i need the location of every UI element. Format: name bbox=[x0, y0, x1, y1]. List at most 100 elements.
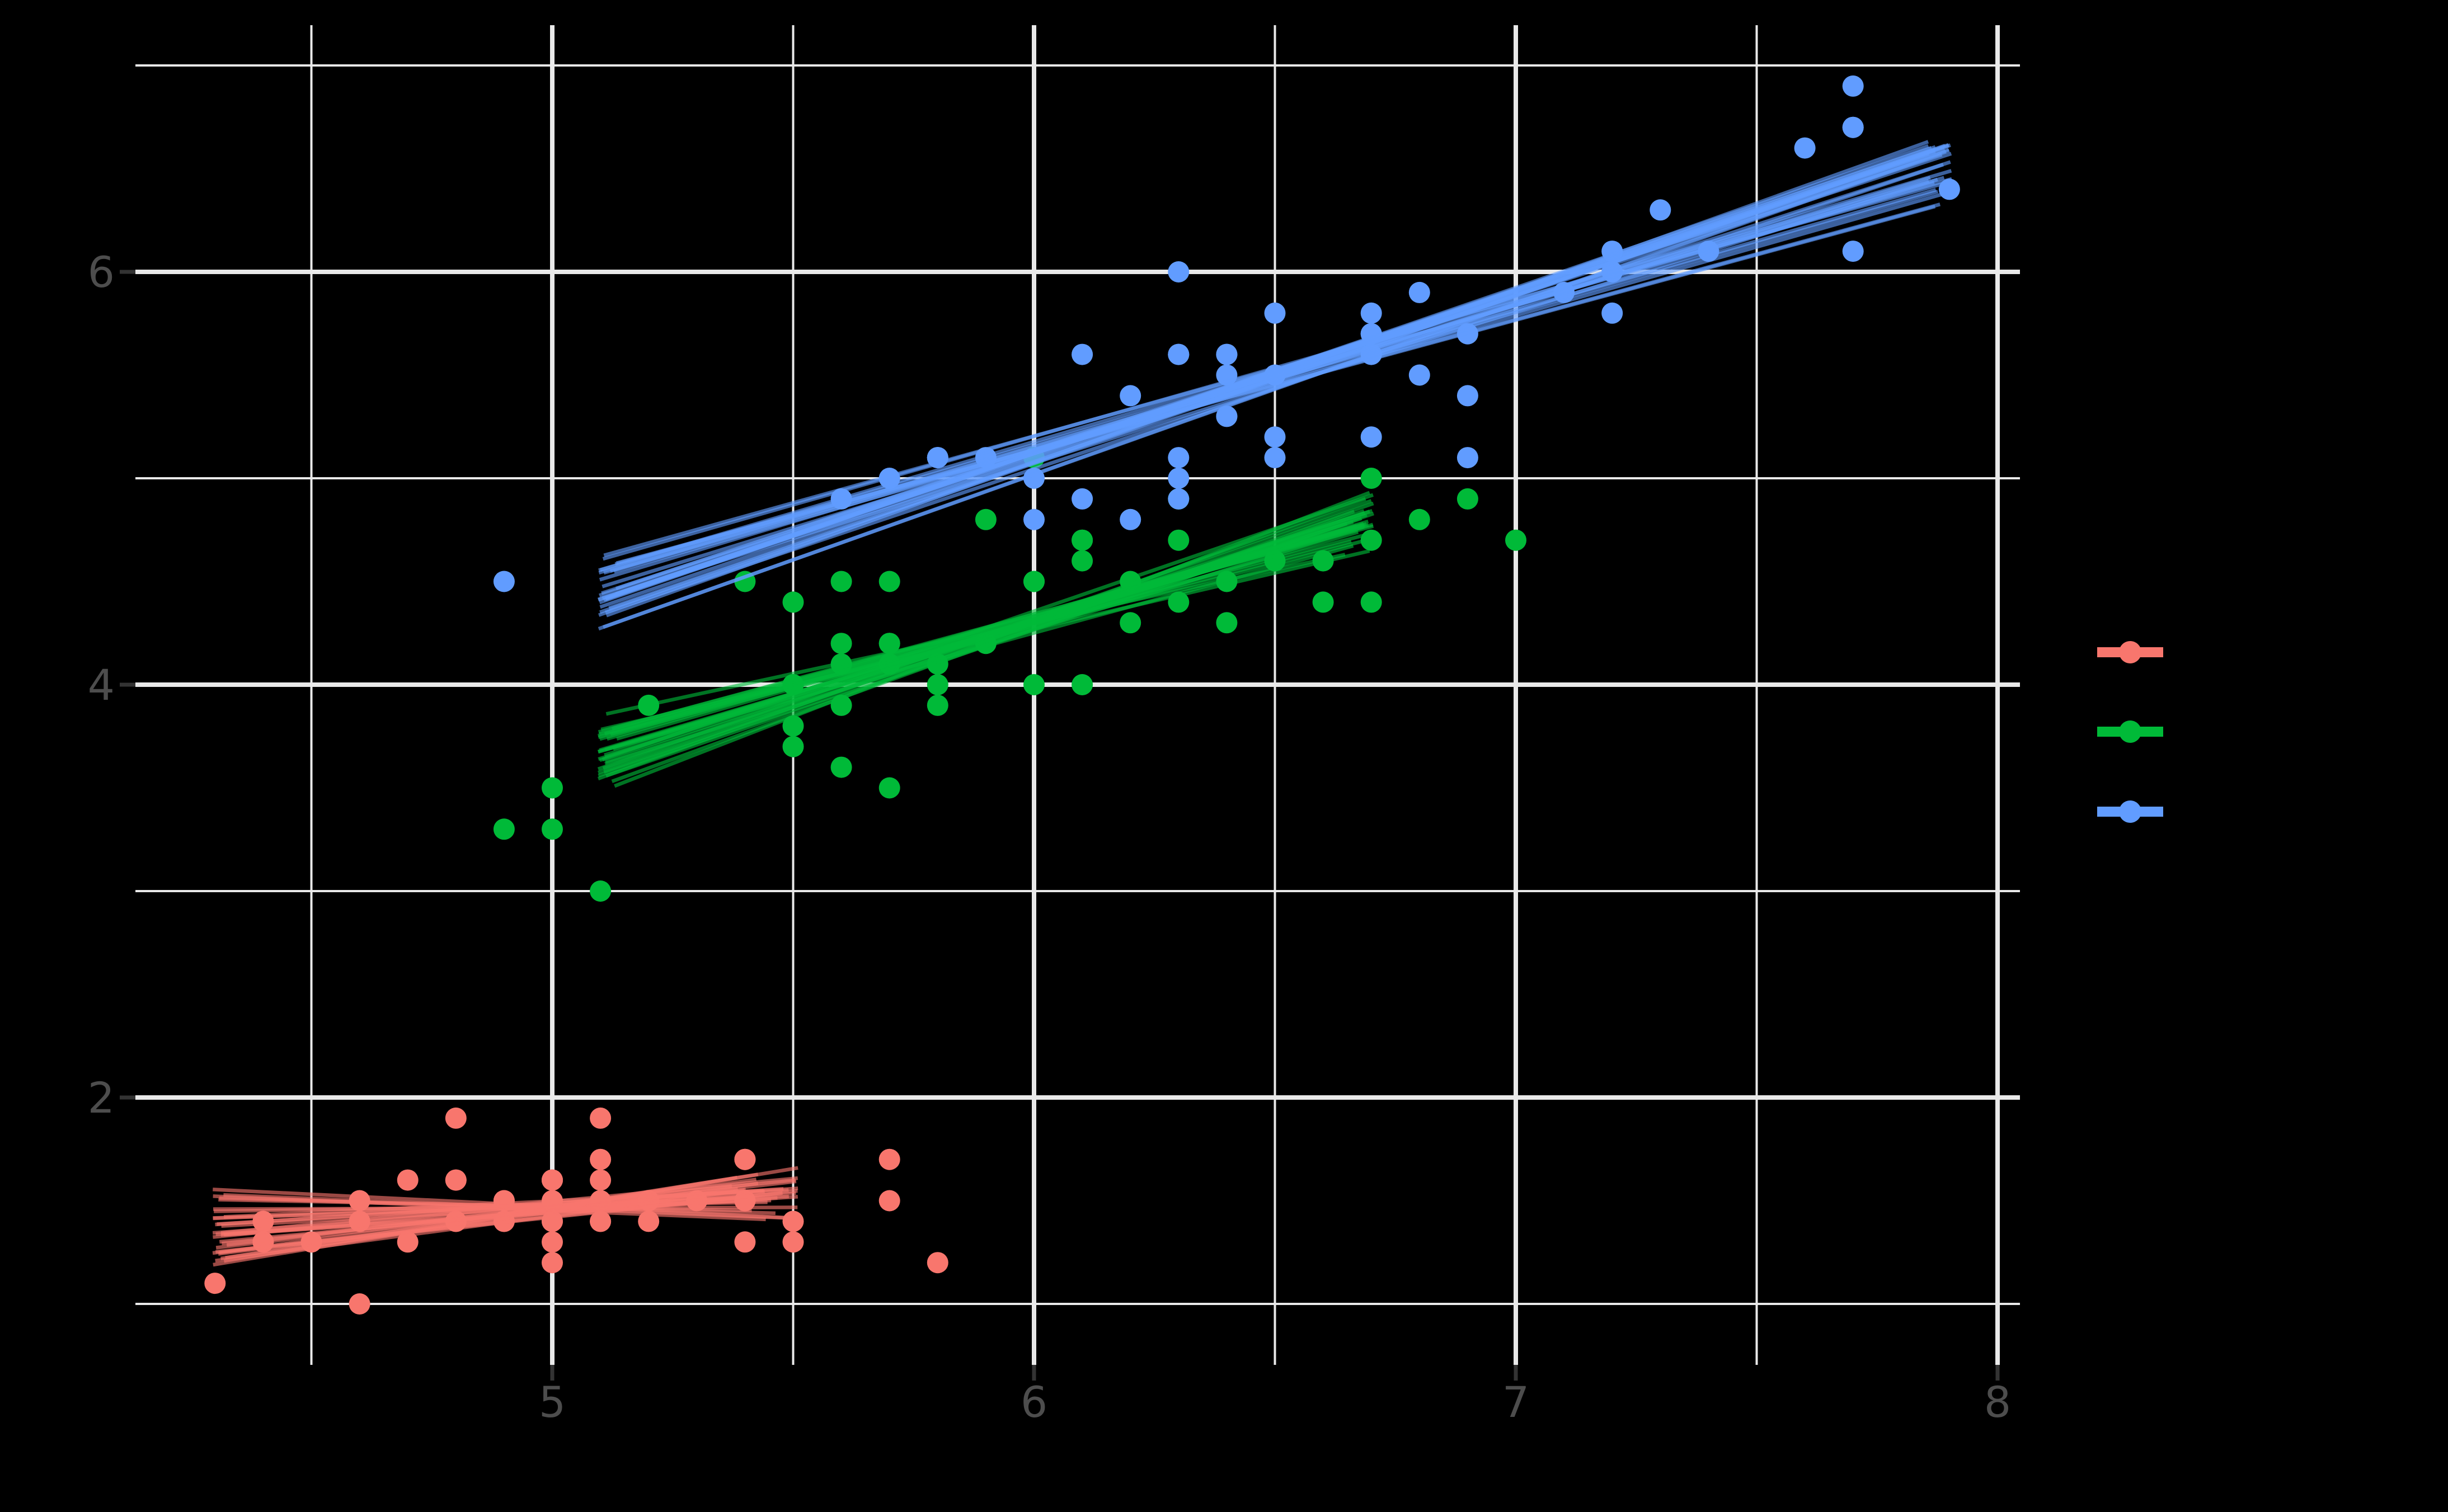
axes-layer: 5 6 7 8 2 4 6 bbox=[88, 247, 2012, 1427]
data-point-group_blue bbox=[1408, 281, 1430, 303]
data-point-group_blue bbox=[493, 571, 515, 592]
data-point-group_blue bbox=[1120, 385, 1141, 407]
data-point-group_red bbox=[782, 1210, 804, 1232]
data-point-group_red bbox=[878, 1190, 900, 1212]
fit-line-group_blue bbox=[609, 180, 1935, 573]
data-point-group_green bbox=[1408, 508, 1430, 530]
y-axis-tick-label: 6 bbox=[88, 247, 115, 297]
fit-lines-layer bbox=[212, 140, 1953, 1267]
data-point-group_red bbox=[782, 1231, 804, 1253]
data-point-group_blue bbox=[1456, 385, 1478, 407]
data-point-group_green bbox=[782, 591, 804, 613]
data-point-group_blue bbox=[1168, 343, 1190, 365]
data-point-group_blue bbox=[1216, 406, 1238, 427]
x-axis-tick-label: 7 bbox=[1502, 1377, 1529, 1427]
data-point-group_blue bbox=[1168, 468, 1190, 489]
data-point-group_red bbox=[878, 1148, 900, 1170]
data-point-group_green bbox=[830, 756, 852, 778]
data-point-group_blue bbox=[1168, 447, 1190, 469]
fit-line-group_green bbox=[598, 516, 1362, 778]
data-point-group_blue bbox=[1842, 75, 1864, 97]
data-point-group_blue bbox=[1842, 116, 1864, 138]
data-point-group_green bbox=[1168, 529, 1190, 551]
data-point-group_green bbox=[1216, 612, 1238, 634]
data-point-group_blue bbox=[1601, 302, 1623, 324]
data-point-group_green bbox=[1072, 529, 1093, 551]
data-point-group_blue bbox=[1360, 302, 1382, 324]
data-point-group_green bbox=[1505, 529, 1526, 551]
data-point-group_red bbox=[590, 1107, 612, 1129]
data-point-group_red bbox=[204, 1273, 226, 1294]
data-point-group_red bbox=[349, 1293, 370, 1315]
data-point-group_blue bbox=[1264, 447, 1286, 469]
x-axis-tick-label: 8 bbox=[1984, 1377, 2011, 1427]
data-point-group_blue bbox=[1168, 261, 1190, 282]
data-point-group_green bbox=[927, 674, 948, 695]
x-axis-tick-label: 6 bbox=[1021, 1377, 1047, 1427]
fit-line-group_green bbox=[605, 553, 1346, 716]
data-point-group_green bbox=[1360, 468, 1382, 489]
data-point-group_green bbox=[1023, 674, 1045, 695]
data-point-group_green bbox=[1120, 612, 1141, 634]
y-axis-tick-label: 2 bbox=[88, 1073, 115, 1123]
data-point-group_green bbox=[878, 571, 900, 592]
data-point-group_red bbox=[734, 1148, 756, 1170]
data-point-group_green bbox=[878, 777, 900, 799]
fit-line-group_red bbox=[213, 1166, 798, 1267]
data-point-group_blue bbox=[1023, 508, 1045, 530]
data-point-group_green bbox=[830, 633, 852, 654]
x-axis-tick-label: 5 bbox=[539, 1377, 566, 1427]
data-point-group_blue bbox=[1264, 426, 1286, 448]
data-point-group_red bbox=[927, 1252, 948, 1274]
data-point-group_blue bbox=[1456, 447, 1478, 469]
legend-key-dot-group_blue bbox=[2119, 800, 2141, 823]
data-point-group_green bbox=[975, 508, 997, 530]
data-point-group_blue bbox=[1842, 241, 1864, 262]
data-point-group_red bbox=[542, 1169, 563, 1191]
data-point-group_red bbox=[542, 1252, 563, 1274]
fit-line-group_green bbox=[598, 511, 1366, 775]
fit-line-group_red bbox=[213, 1178, 796, 1239]
data-point-group_green bbox=[927, 694, 948, 716]
data-point-group_green bbox=[1023, 571, 1045, 592]
data-point-group_red bbox=[397, 1169, 419, 1191]
data-point-group_green bbox=[878, 633, 900, 654]
data-point-group_green bbox=[1360, 591, 1382, 613]
data-point-group_blue bbox=[1650, 199, 1671, 221]
legend-key-dot-group_green bbox=[2119, 720, 2141, 743]
data-point-group_green bbox=[1456, 488, 1478, 510]
series-points-group_green bbox=[493, 447, 1526, 902]
data-point-group_red bbox=[445, 1169, 467, 1191]
data-point-group_green bbox=[542, 818, 563, 840]
y-axis-tick-label: 4 bbox=[88, 660, 115, 710]
data-point-group_blue bbox=[1264, 302, 1286, 324]
data-point-group_blue bbox=[1794, 137, 1816, 159]
legend-key-dot-group_red bbox=[2119, 641, 2141, 663]
data-point-group_green bbox=[493, 818, 515, 840]
data-point-group_blue bbox=[1408, 364, 1430, 386]
data-point-group_red bbox=[734, 1231, 756, 1253]
data-point-group_green bbox=[782, 736, 804, 757]
fit-line-group_blue bbox=[602, 176, 1945, 561]
data-point-group_green bbox=[1072, 550, 1093, 572]
legend-key-group_green bbox=[2097, 720, 2163, 743]
data-point-group_red bbox=[590, 1210, 612, 1232]
data-point-group_green bbox=[1072, 674, 1093, 695]
data-point-group_green bbox=[830, 571, 852, 592]
data-point-group_blue bbox=[1216, 343, 1238, 365]
legend bbox=[2097, 641, 2163, 823]
data-point-group_green bbox=[590, 880, 612, 902]
fit-line-group_red bbox=[219, 1196, 776, 1216]
data-point-group_blue bbox=[1168, 488, 1190, 510]
fit-line-bundle-group_red bbox=[212, 1166, 798, 1267]
data-point-group_red bbox=[590, 1148, 612, 1170]
data-point-group_red bbox=[542, 1231, 563, 1253]
legend-key-group_blue bbox=[2097, 800, 2163, 823]
data-point-group_blue bbox=[1120, 508, 1141, 530]
data-point-group_blue bbox=[1072, 488, 1093, 510]
data-point-group_green bbox=[542, 777, 563, 799]
data-point-group_blue bbox=[1072, 343, 1093, 365]
